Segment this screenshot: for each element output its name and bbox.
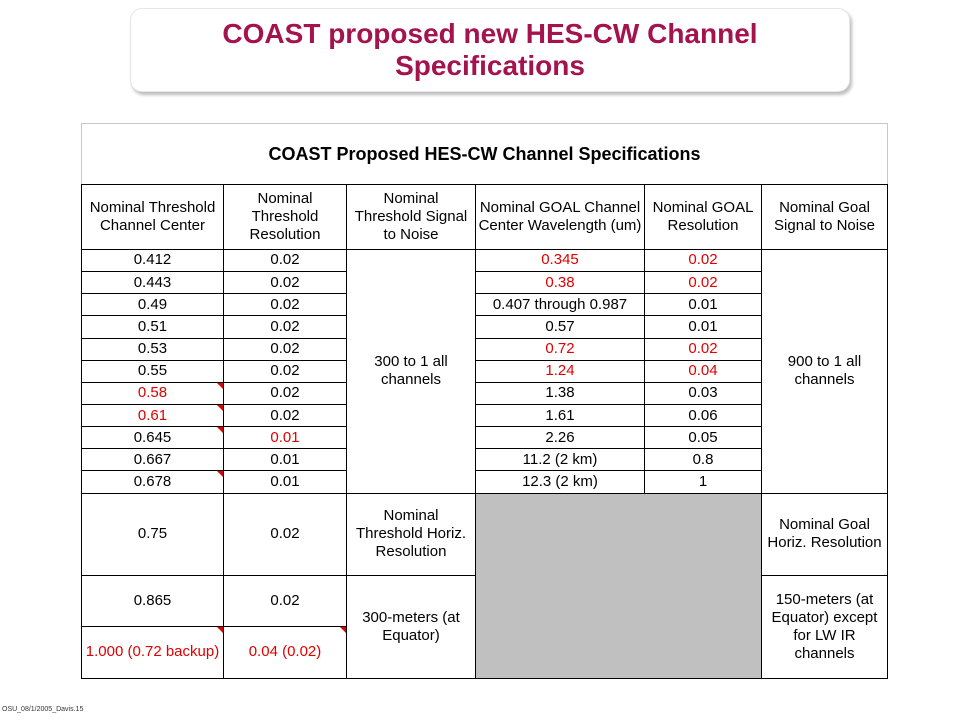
goal-resolution-cell: 0.01 — [644, 293, 762, 317]
threshold-center-cell: 0.678 — [81, 470, 224, 494]
goal-center-cell: 0.407 through 0.987 — [475, 293, 645, 317]
goal-center-cell: 2.26 — [475, 426, 645, 450]
goal-center-cell: 0.57 — [475, 315, 645, 339]
threshold-center-cell: 0.49 — [81, 293, 224, 317]
threshold-resolution-cell: 0.02 — [223, 359, 347, 383]
threshold-resolution-cell: 0.01 — [223, 470, 347, 494]
threshold-resolution-cell: 0.02 — [223, 575, 347, 627]
slide-title: COAST proposed new HES-CW Channel Specif… — [222, 18, 757, 82]
horiz-threshold-label: Nominal Threshold Horiz. Resolution — [346, 492, 476, 577]
table-row: 0.865 0.02 300-meters (at Equator) 150-m… — [81, 575, 888, 679]
threshold-resolution-cell: 0.01 — [223, 426, 347, 450]
table-row: 1.000 (0.72 backup) 0.04 (0.02) — [81, 625, 888, 680]
header-threshold-center: Nominal Threshold Channel Center — [81, 184, 224, 250]
threshold-center-cell: 0.61 — [81, 403, 224, 428]
table-row: 0.678 0.01 12.3 (2 km) 1 — [81, 470, 888, 494]
threshold-resolution-cell: 0.02 — [223, 337, 347, 361]
threshold-center-cell: 0.667 — [81, 448, 224, 472]
empty-gray-block — [475, 492, 762, 680]
threshold-center-cell: 0.443 — [81, 271, 224, 295]
goal-resolution-cell: 0.03 — [644, 381, 762, 405]
slide-title-box: COAST proposed new HES-CW Channel Specif… — [130, 8, 850, 92]
goal-resolution-cell: 0.02 — [644, 271, 762, 295]
goal-center-cell: 1.24 — [475, 359, 645, 383]
goal-resolution-cell: 0.02 — [644, 248, 762, 273]
goal-snr-cell: 900 to 1 all channels — [761, 248, 888, 494]
header-goal-resolution: Nominal GOAL Resolution — [644, 184, 762, 250]
goal-resolution-cell: 0.05 — [644, 426, 762, 450]
threshold-center-cell: 0.53 — [81, 337, 224, 361]
threshold-center-cell: 0.865 — [81, 575, 224, 627]
table-row: 0.55 0.02 1.24 0.04 — [81, 359, 888, 383]
threshold-resolution-cell: 0.01 — [223, 448, 347, 472]
goal-center-cell: 11.2 (2 km) — [475, 448, 645, 472]
threshold-resolution-cell: 0.02 — [223, 315, 347, 339]
header-threshold-resolution: Nominal Threshold Resolution — [223, 184, 347, 250]
horiz-goal-label: Nominal Goal Horiz. Resolution — [761, 492, 888, 577]
threshold-resolution-cell: 0.04 (0.02) — [223, 625, 347, 680]
slide-title-line1: COAST proposed new HES-CW Channel — [222, 18, 758, 49]
goal-resolution-cell: 0.01 — [644, 315, 762, 339]
threshold-center-cell: 0.51 — [81, 315, 224, 339]
horiz-goal-value: 150-meters (at Equator) except for LW IR… — [761, 575, 888, 679]
goal-center-cell: 1.61 — [475, 403, 645, 428]
goal-resolution-cell: 0.02 — [644, 337, 762, 361]
goal-center-cell: 0.72 — [475, 337, 645, 361]
table-row: 0.51 0.02 0.57 0.01 — [81, 315, 888, 339]
spec-table: COAST Proposed HES-CW Channel Specificat… — [81, 122, 888, 680]
table-row: 0.645 0.01 2.26 0.05 — [81, 426, 888, 450]
goal-resolution-cell: 0.06 — [644, 403, 762, 428]
table-caption: COAST Proposed HES-CW Channel Specificat… — [81, 122, 888, 186]
threshold-snr-cell: 300 to 1 all channels — [346, 248, 476, 494]
table-row: 0.667 0.01 11.2 (2 km) 0.8 — [81, 448, 888, 472]
threshold-center-cell: 0.58 — [81, 381, 224, 405]
table-row: 0.412 0.02 300 to 1 all channels 0.345 0… — [81, 248, 888, 494]
horiz-threshold-value: 300-meters (at Equator) — [346, 575, 476, 679]
goal-center-cell: 12.3 (2 km) — [475, 470, 645, 494]
threshold-center-cell: 0.75 — [81, 492, 224, 577]
threshold-resolution-cell: 0.02 — [223, 381, 347, 405]
goal-resolution-cell: 0.04 — [644, 359, 762, 383]
header-goal-center: Nominal GOAL Channel Center Wavelength (… — [475, 184, 645, 250]
goal-resolution-cell: 0.8 — [644, 448, 762, 472]
threshold-center-cell: 0.55 — [81, 359, 224, 383]
threshold-resolution-cell: 0.02 — [223, 248, 347, 273]
table-row: 0.75 0.02 Nominal Threshold Horiz. Resol… — [81, 492, 888, 680]
table-row: 0.61 0.02 1.61 0.06 — [81, 403, 888, 428]
table-row: 0.58 0.02 1.38 0.03 — [81, 381, 888, 405]
header-row: Nominal Threshold Channel Center Nominal… — [81, 184, 888, 250]
goal-center-cell: 0.345 — [475, 248, 645, 273]
table-row: 0.53 0.02 0.72 0.02 — [81, 337, 888, 361]
threshold-center-cell: 0.645 — [81, 426, 224, 450]
goal-center-cell: 0.38 — [475, 271, 645, 295]
threshold-resolution-cell: 0.02 — [223, 293, 347, 317]
threshold-resolution-cell: 0.02 — [223, 492, 347, 577]
header-goal-snr: Nominal Goal Signal to Noise — [761, 184, 888, 250]
threshold-resolution-cell: 0.02 — [223, 403, 347, 428]
slide-title-line2: Specifications — [395, 50, 585, 81]
goal-center-cell: 1.38 — [475, 381, 645, 405]
slide-footer: OSU_08/1/2005_Davis.15 — [2, 706, 84, 713]
header-threshold-snr: Nominal Threshold Signal to Noise — [346, 184, 476, 250]
threshold-center-cell: 0.412 — [81, 248, 224, 273]
goal-resolution-cell: 1 — [644, 470, 762, 494]
threshold-center-cell: 1.000 (0.72 backup) — [81, 625, 224, 680]
threshold-resolution-cell: 0.02 — [223, 271, 347, 295]
